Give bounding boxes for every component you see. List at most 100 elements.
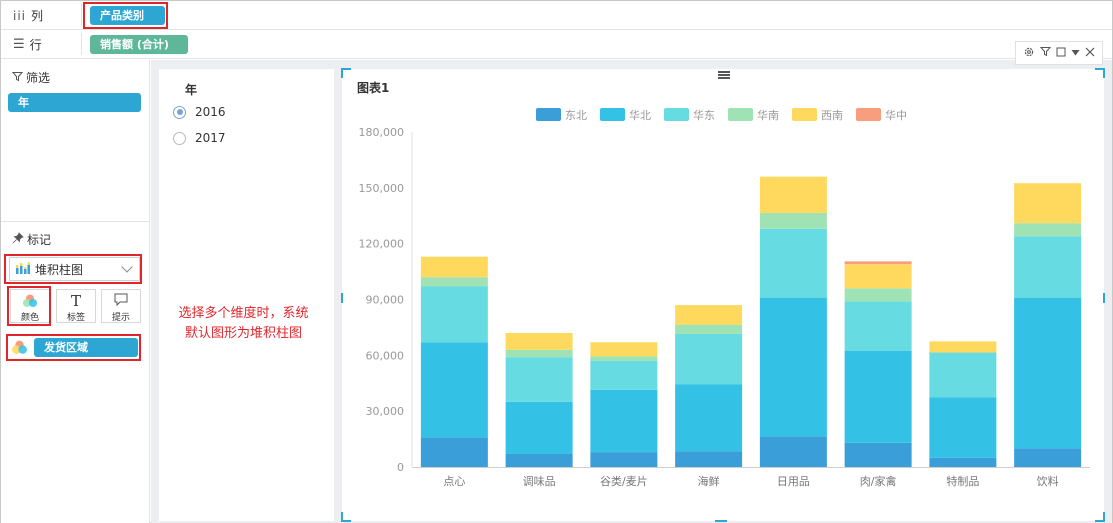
bar-segment: [759, 228, 827, 298]
rows-shelf: ☰ 行 销售额 (合计): [1, 30, 1112, 59]
bar-segment: [675, 451, 743, 467]
resize-corner-top-left[interactable]: [341, 68, 351, 78]
chart-card[interactable]: 图表1 0 30,000 60,000 90,000 120,000 150,000 180…: [341, 68, 1105, 522]
bar-segment: [844, 301, 912, 351]
resize-handle-right[interactable]: [1103, 293, 1105, 303]
filter-field-pill[interactable]: 年: [8, 93, 141, 112]
columns-field-pill[interactable]: 产品类别: [90, 6, 165, 25]
panel-divider: [1, 221, 150, 222]
marks-section-title: 标记: [12, 231, 51, 248]
bar-segment: [675, 305, 743, 325]
rows-icon: ☰: [13, 37, 25, 52]
color-field-pill[interactable]: 发货区域: [34, 338, 138, 357]
x-tick-label: 谷类/麦片: [600, 474, 648, 488]
pin-icon: [12, 232, 24, 247]
chart-title: 图表1: [357, 81, 390, 95]
resize-handle-left[interactable]: [341, 293, 343, 303]
chart-type-select[interactable]: 堆积柱图: [9, 257, 140, 281]
bar-segment: [1014, 236, 1082, 298]
color-field-icon: [11, 339, 28, 359]
legend-swatch: [792, 108, 817, 121]
bar-segment: [420, 437, 488, 467]
legend-label: 东北: [565, 109, 587, 122]
bar-segment: [844, 442, 912, 467]
stacked-bar-chart-icon: [16, 261, 30, 277]
year-option-2016[interactable]: 2016: [173, 105, 226, 119]
x-tick-label: 调味品: [523, 475, 556, 488]
stacked-bar-chart: 0 30,000 60,000 90,000 120,000 150,000 180,000…: [359, 108, 1090, 488]
drag-handle-icon[interactable]: [718, 71, 730, 73]
highlight-box-color-field: [6, 334, 141, 361]
bar-segment: [929, 341, 997, 353]
year-option-2017[interactable]: 2017: [173, 131, 226, 145]
bar-segment: [759, 297, 827, 437]
y-tick-label: 180,000: [359, 126, 405, 139]
resize-corner-top-right[interactable]: [1095, 68, 1105, 78]
highlight-box-columns: [83, 2, 168, 29]
bar-segment: [1014, 183, 1082, 224]
y-tick-label: 150,000: [359, 182, 405, 195]
legend-swatch: [856, 108, 881, 121]
dropdown-triangle-icon[interactable]: [1071, 46, 1080, 60]
year-filter-card: 年 2016 2017: [159, 69, 334, 521]
bar-segment: [929, 397, 997, 458]
highlight-box-color: [7, 286, 51, 326]
settings-icon[interactable]: [1023, 46, 1035, 61]
x-tick-label: 海鲜: [698, 474, 720, 488]
y-tick-label: 60,000: [366, 349, 405, 362]
maximize-icon[interactable]: [1056, 46, 1066, 60]
bar-segment: [844, 264, 912, 289]
x-tick-label: 特制品: [946, 474, 979, 488]
bar-segment: [844, 288, 912, 302]
highlight-box-chart-type: [4, 254, 142, 284]
radio-selected-icon: [173, 105, 186, 119]
bar-segment: [505, 453, 573, 467]
shelf-separator: [81, 4, 82, 26]
tooltip-button[interactable]: 提示: [101, 289, 141, 323]
bar-segment: [759, 212, 827, 229]
tooltip-icon: [102, 290, 140, 310]
chart-toolbar: [1015, 41, 1103, 65]
rows-shelf-label: ☰ 行: [13, 37, 42, 52]
legend-swatch: [728, 108, 753, 121]
bar-segment: [844, 350, 912, 443]
color-icon: [11, 290, 49, 310]
legend-label: 华南: [757, 108, 779, 122]
resize-handle-bottom[interactable]: [715, 520, 727, 522]
bar-segment: [1014, 297, 1082, 449]
bar-segment: [420, 256, 488, 278]
resize-corner-bottom-left[interactable]: [341, 512, 351, 522]
bar-segment: [844, 261, 912, 265]
annotation-text: 选择多个维度时，系统 默认图形为堆积柱图: [178, 306, 309, 341]
left-config-panel: 筛选 年 标记 堆积柱图: [1, 60, 150, 523]
legend-swatch: [664, 108, 689, 121]
bar-segment: [590, 452, 658, 467]
legend-label: 西南: [821, 109, 843, 122]
columns-icon: iii: [13, 8, 27, 23]
columns-shelf-label: iii 列: [13, 8, 44, 24]
y-tick-label: 30,000: [366, 405, 405, 418]
shelf-separator: [81, 33, 82, 55]
bar-segment: [590, 360, 658, 390]
chart-legend: 东北 华北 华东 华南 西南 华中: [536, 108, 907, 122]
bar-segment: [505, 357, 573, 402]
label-button[interactable]: T 标签: [56, 289, 96, 323]
bar-segment: [1014, 223, 1082, 237]
bar-segment: [1014, 448, 1082, 467]
bar-segment: [929, 352, 997, 398]
x-tick-label: 点心: [443, 475, 465, 488]
y-tick-label: 120,000: [359, 238, 405, 251]
y-tick-label: 90,000: [366, 294, 405, 307]
close-icon[interactable]: [1085, 46, 1095, 60]
rows-field-pill[interactable]: 销售额 (合计): [90, 35, 188, 54]
bar-segment: [505, 333, 573, 350]
bar-segment: [675, 324, 743, 334]
resize-corner-bottom-right[interactable]: [1095, 512, 1105, 522]
bar-segment: [759, 436, 827, 467]
color-button[interactable]: 颜色: [10, 289, 50, 323]
bar-segment: [590, 356, 658, 361]
filter-icon[interactable]: [1039, 46, 1051, 60]
radio-unselected-icon: [173, 131, 186, 145]
columns-shelf: iii 列 产品类别: [1, 1, 1112, 30]
